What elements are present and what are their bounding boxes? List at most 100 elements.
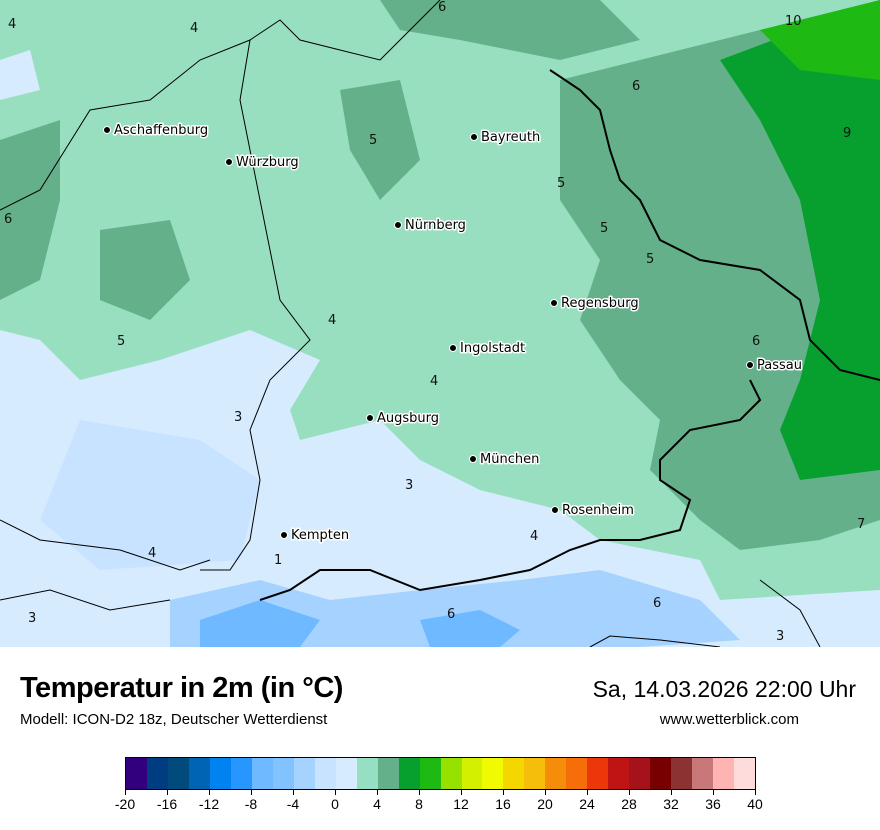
legend-tick-label: 0 [331, 796, 339, 812]
legend-tick [713, 790, 714, 795]
very-warm-area [760, 0, 880, 80]
contour-label: 4 [328, 313, 336, 328]
legend-tick [377, 790, 378, 795]
contour-label: 1 [274, 553, 282, 568]
legend-swatch [419, 758, 441, 789]
contour-label: 4 [530, 529, 538, 544]
legend-swatch [335, 758, 357, 789]
contour-label: 9 [843, 126, 851, 141]
warm-area-north [380, 0, 640, 60]
city-dot [746, 361, 754, 369]
contour-labels: 4 4 6 10 6 9 5 5 5 6 5 4 6 5 4 3 3 4 1 4 3 6 6 7 3 [4, 0, 865, 644]
legend-tick-label: 20 [537, 796, 553, 812]
legend-tick [125, 790, 126, 795]
legend-tick-label: 4 [373, 796, 381, 812]
city-dot [103, 126, 111, 134]
legend-tick [461, 790, 462, 795]
city-label: Augsburg [377, 411, 439, 426]
legend-tick [251, 790, 252, 795]
contour-label: 6 [438, 0, 446, 15]
legend-tick [335, 790, 336, 795]
city-dot [469, 455, 477, 463]
city-dot [470, 133, 478, 141]
contour-label: 7 [857, 517, 865, 532]
legend-tick-label: 8 [415, 796, 423, 812]
legend-tick-label: -20 [114, 796, 136, 812]
cold-area-south [40, 420, 260, 570]
legend-swatch [440, 758, 462, 789]
contour-label: 10 [785, 14, 802, 29]
legend-swatch [734, 758, 756, 789]
legend-tick-label: 12 [453, 796, 469, 812]
legend-swatch [524, 758, 546, 789]
city-dot [280, 531, 288, 539]
city-dot [551, 506, 559, 514]
legend-swatch [545, 758, 567, 789]
contour-label: 5 [646, 252, 654, 267]
city-label: Würzburg [236, 155, 299, 170]
legend-swatch [650, 758, 672, 789]
city-dot [449, 344, 457, 352]
legend-tick-label: -12 [198, 796, 220, 812]
city-label: Kempten [291, 528, 349, 543]
legend-tick [293, 790, 294, 795]
legend-swatch [146, 758, 168, 789]
contour-label: 5 [600, 221, 608, 236]
legend-tick-label: 28 [621, 796, 637, 812]
city-label: Bayreuth [481, 130, 540, 145]
contour-label: 6 [4, 212, 12, 227]
legend-tick-label: -4 [286, 796, 300, 812]
legend-swatch [356, 758, 378, 789]
legend-tick-label: 40 [747, 796, 763, 812]
contour-label: 3 [234, 410, 242, 425]
legend-tick [755, 790, 756, 795]
city-dot [366, 414, 374, 422]
city-markers: Aschaffenburg Würzburg Bayreuth Nürnberg Reg… [103, 122, 803, 545]
website-link[interactable]: www.wetterblick.com [659, 711, 799, 728]
legend-swatch [293, 758, 315, 789]
city-label: München [480, 452, 539, 467]
legend-tick-label: 16 [495, 796, 511, 812]
cold-area-west [0, 330, 880, 647]
legend-swatch [167, 758, 189, 789]
legend-swatch [230, 758, 252, 789]
legend-swatch [461, 758, 483, 789]
legend-tick [629, 790, 630, 795]
legend-swatch [692, 758, 714, 789]
contour-label: 4 [190, 21, 198, 36]
legend-tick-label: -16 [156, 796, 178, 812]
legend-tick [167, 790, 168, 795]
contour-label: 5 [117, 334, 125, 349]
city-label: Regensburg [561, 296, 639, 311]
legend-swatch [671, 758, 693, 789]
forecast-datetime: Sa, 14.03.2026 22:00 Uhr [592, 676, 856, 702]
contour-label: 4 [8, 17, 16, 32]
legend-tick [671, 790, 672, 795]
alps-colder [200, 600, 520, 647]
contour-label: 6 [632, 79, 640, 94]
contour-label: 3 [405, 478, 413, 493]
contour-label: 5 [557, 176, 565, 191]
legend-tick [503, 790, 504, 795]
city-dot [225, 158, 233, 166]
contour-label: 4 [430, 374, 438, 389]
legend-tick [587, 790, 588, 795]
legend-tick [545, 790, 546, 795]
legend-swatch [713, 758, 735, 789]
contour-label: 3 [776, 629, 784, 644]
city-dot [550, 299, 558, 307]
state-border [0, 0, 441, 571]
legend-swatch [209, 758, 231, 789]
contour-label: 4 [148, 546, 156, 561]
legend-swatch [398, 758, 420, 789]
legend-tick-label: -8 [244, 796, 258, 812]
warmest-area-east [720, 0, 880, 480]
contour-label: 6 [752, 334, 760, 349]
contour-label: 5 [369, 133, 377, 148]
color-legend [125, 757, 756, 790]
legend-tick-label: 24 [579, 796, 595, 812]
country-border [259, 69, 880, 601]
city-label: Passau [757, 358, 802, 373]
country-border-south [0, 579, 821, 647]
temperature-map: Aschaffenburg Würzburg Bayreuth Nürnberg Reg… [0, 0, 880, 647]
